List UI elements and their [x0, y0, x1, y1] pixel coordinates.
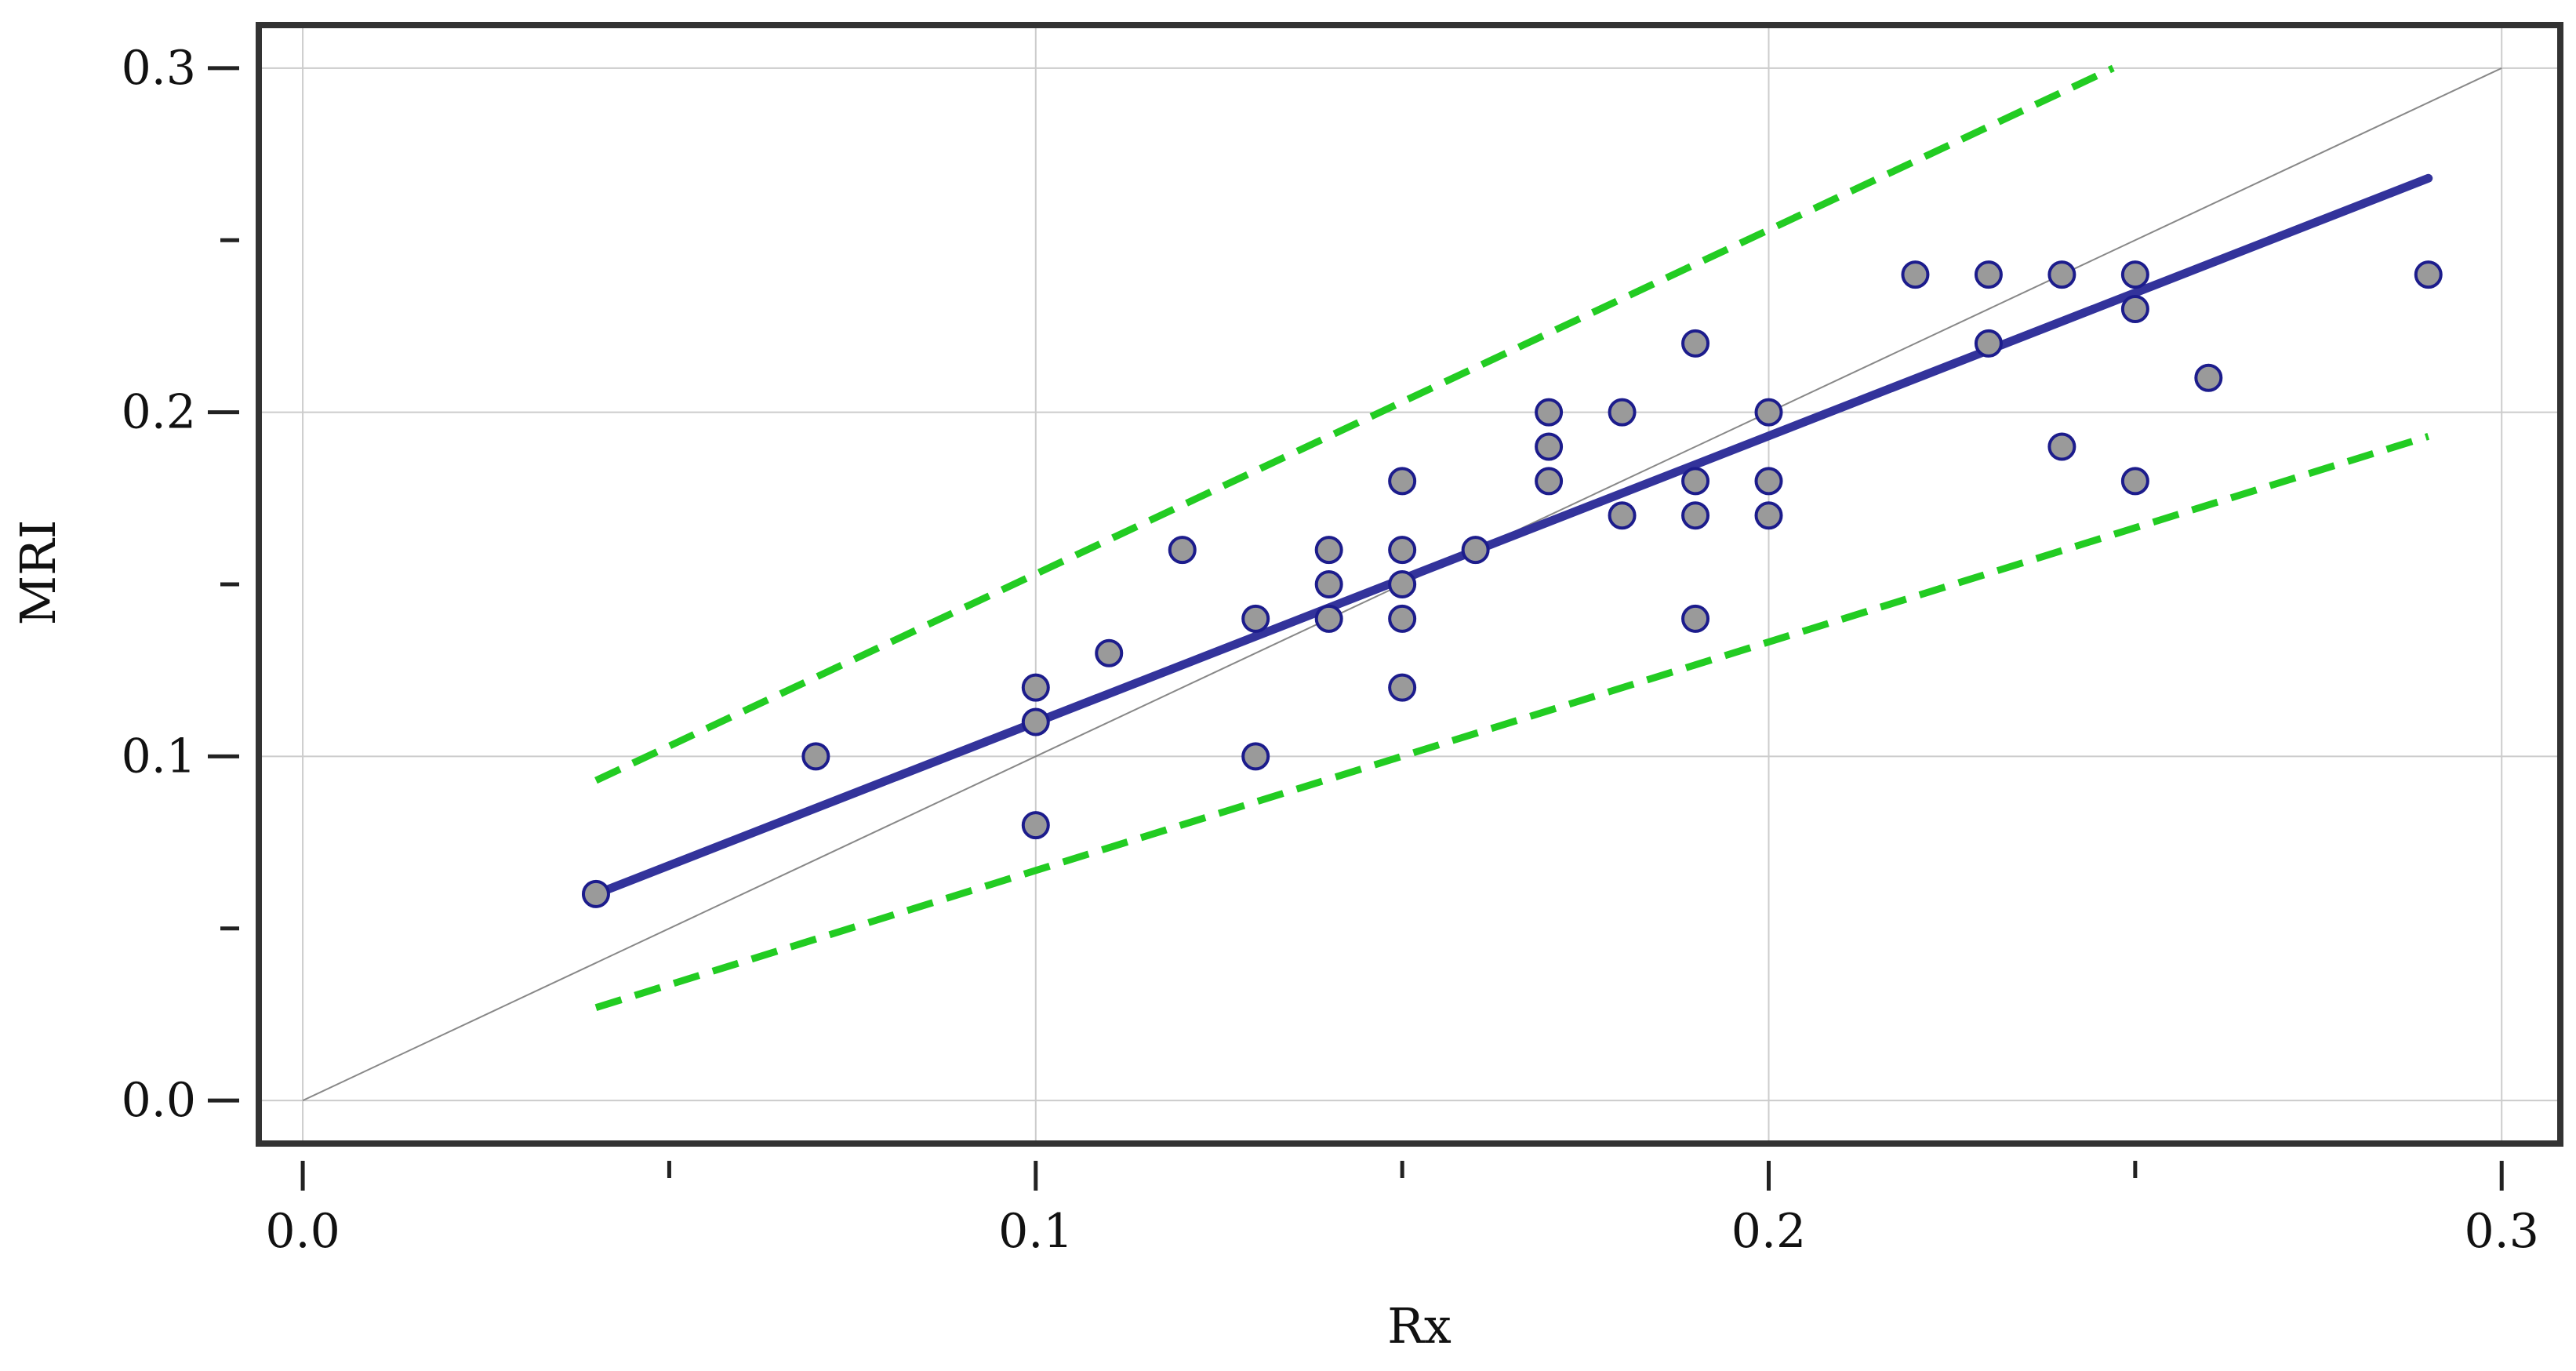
y-tick-label: 0.2	[122, 385, 196, 440]
data-point	[1388, 673, 1417, 702]
data-point	[581, 879, 610, 908]
data-point	[801, 742, 830, 771]
data-point	[1681, 329, 1710, 358]
data-point	[2120, 467, 2149, 496]
y-axis: 0.0 0.1 0.2 0.3	[122, 41, 239, 1128]
data-point	[1681, 604, 1710, 633]
y-tick-label: 0.3	[122, 41, 196, 96]
y-tick-label: 0.1	[122, 729, 196, 784]
data-point	[1608, 398, 1637, 427]
data-point	[1168, 536, 1197, 565]
data-point	[2047, 260, 2076, 289]
data-point	[1608, 501, 1637, 530]
x-tick-label: 0.2	[1731, 1204, 1806, 1259]
x-tick-label: 0.0	[265, 1204, 340, 1259]
data-point	[1535, 432, 1564, 461]
data-point	[1754, 467, 1783, 496]
data-point	[1314, 604, 1343, 633]
fit-line-layer	[591, 173, 2433, 899]
data-point	[1021, 707, 1050, 736]
lower-bound-line	[594, 433, 2430, 1011]
data-point	[1535, 467, 1564, 496]
data-point	[1314, 536, 1343, 565]
data-point	[2120, 294, 2149, 323]
bounds-layer	[594, 64, 2430, 1011]
data-point	[1241, 604, 1270, 633]
plot-frame	[256, 22, 2563, 1147]
x-tick-label: 0.1	[998, 1204, 1073, 1259]
data-point	[2414, 260, 2443, 289]
data-point	[1974, 329, 2003, 358]
x-axis-label: Rx	[1387, 1297, 1451, 1355]
data-points	[581, 260, 2443, 908]
data-point	[2194, 363, 2223, 392]
data-point	[1095, 638, 1124, 667]
regression-line	[591, 173, 2433, 899]
data-point	[2120, 260, 2149, 289]
data-point	[1388, 536, 1417, 565]
data-point	[1314, 570, 1343, 598]
data-point	[1535, 398, 1564, 427]
data-point	[1681, 501, 1710, 530]
data-point	[1388, 604, 1417, 633]
upper-bound-line	[594, 64, 2115, 784]
data-point	[2047, 432, 2076, 461]
data-point	[1754, 501, 1783, 530]
data-point	[1388, 570, 1417, 598]
y-tick-label: 0.0	[122, 1073, 196, 1128]
data-point	[1681, 467, 1710, 496]
data-point	[1021, 811, 1050, 840]
x-axis: 0.0 0.1 0.2 0.3	[265, 1161, 2539, 1259]
data-point	[1021, 673, 1050, 702]
data-point	[1388, 467, 1417, 496]
data-point	[1901, 260, 1930, 289]
x-tick-label: 0.3	[2465, 1204, 2539, 1259]
data-point	[1974, 260, 2003, 289]
data-point	[1241, 742, 1270, 771]
data-point	[1754, 398, 1783, 427]
data-point	[1461, 536, 1490, 565]
y-axis-label: MRI	[9, 520, 67, 626]
